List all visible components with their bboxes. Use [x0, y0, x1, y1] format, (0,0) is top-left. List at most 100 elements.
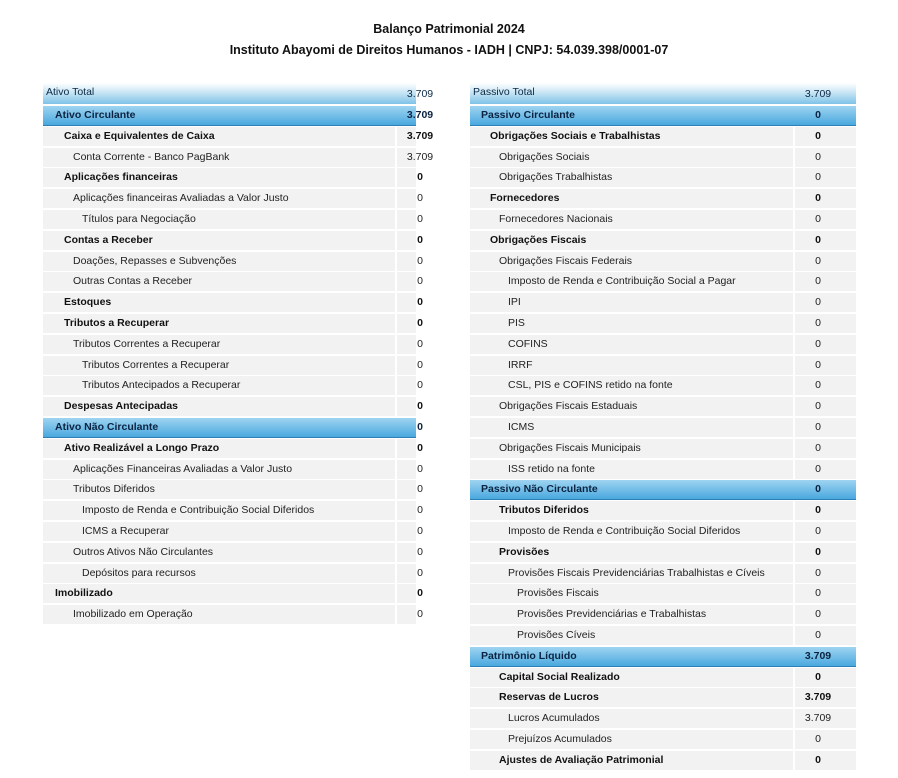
row-value: 0: [417, 545, 423, 558]
table-row: Títulos para Negociação 0: [43, 210, 423, 229]
table-row: Passivo Circulante 0: [470, 106, 856, 126]
table-row: ICMS a Recuperar 0: [43, 522, 423, 541]
row-value: 0: [815, 254, 821, 267]
row-value: 0: [417, 213, 423, 225]
row-value: 0: [417, 421, 423, 433]
row-value: 0: [417, 483, 423, 496]
column-separator: [395, 189, 397, 209]
row-value: 3.709: [804, 88, 832, 100]
row-label: Fornecedores: [490, 192, 560, 205]
row-label: Depósitos para recursos: [82, 566, 196, 579]
column-separator: [395, 397, 397, 417]
row-value: 0: [815, 379, 821, 392]
table-row: Ativo Total 3.709: [43, 83, 433, 104]
table-row: IPI 0: [470, 293, 856, 313]
row-label: Ativo Realizável a Longo Prazo: [64, 441, 220, 454]
row-value: 0: [815, 296, 821, 309]
table-row: COFINS 0: [470, 334, 856, 354]
column-separator: [395, 355, 397, 375]
table-row: Patrimônio Líquido 3.709: [470, 646, 856, 667]
table-row: IRRF 0: [470, 355, 856, 375]
table-row: Aplicações financeiras Avaliadas a Valor…: [43, 189, 423, 209]
row-value: 0: [815, 441, 821, 454]
row-label: Despesas Antecipadas: [64, 400, 178, 413]
column-separator: [793, 147, 795, 167]
column-separator: [793, 126, 795, 146]
column-separator: [793, 418, 795, 437]
row-value: 3.709: [406, 150, 434, 163]
row-value: 0: [417, 379, 423, 392]
column-separator: [793, 314, 795, 333]
table-row: ISS retido na fonte 0: [470, 459, 856, 479]
row-label: Ativo Circulante: [55, 109, 136, 121]
table-row: Imposto de Renda e Contribuição Social D…: [43, 501, 423, 521]
row-value: 0: [417, 358, 423, 371]
row-label: ISS retido na fonte: [508, 462, 595, 475]
row-label: Imposto de Renda e Contribuição Social D…: [508, 525, 741, 537]
table-row: Depósitos para recursos 0: [43, 563, 423, 583]
row-label: Passivo Não Circulante: [481, 483, 598, 496]
row-value: 0: [815, 358, 821, 371]
table-row: Imposto de Renda e Contribuição Social D…: [470, 522, 856, 541]
row-label: ICMS a Recuperar: [82, 525, 169, 537]
column-separator: [395, 293, 397, 313]
row-value: 0: [815, 587, 821, 600]
table-row: ICMS 0: [470, 418, 856, 437]
table-row: Obrigações Sociais 0: [470, 147, 856, 167]
row-value: 0: [417, 608, 423, 621]
column-separator: [395, 522, 397, 541]
column-separator: [395, 376, 397, 396]
table-row: Provisões Cíveis 0: [470, 626, 856, 645]
row-value: 0: [815, 421, 821, 433]
table-row: Outros Ativos Não Circulantes 0: [43, 542, 423, 562]
column-separator: [395, 563, 397, 583]
row-label: Aplicações financeiras: [64, 171, 178, 184]
row-value: 0: [815, 608, 821, 621]
row-label: Imposto de Renda e Contribuição Social a…: [508, 275, 736, 288]
table-row: Imposto de Renda e Contribuição Social a…: [470, 272, 856, 292]
table-row: CSL, PIS e COFINS retido na fonte 0: [470, 376, 856, 396]
row-value: 0: [417, 317, 423, 329]
row-value: 0: [417, 504, 423, 517]
table-row: Conta Corrente - Banco PagBank 3.709: [43, 147, 433, 167]
table-row: Lucros Acumulados 3.709: [470, 709, 856, 729]
column-separator: [793, 563, 795, 583]
row-value: 0: [815, 545, 821, 558]
row-label: Imobilizado em Operação: [73, 608, 193, 621]
row-value: 0: [417, 525, 423, 537]
column-separator: [395, 230, 397, 250]
row-value: 0: [815, 733, 821, 745]
row-label: Obrigações Fiscais: [490, 233, 587, 246]
column-separator: [793, 355, 795, 375]
row-value: 0: [815, 192, 821, 205]
row-label: Imobilizado: [55, 587, 113, 600]
row-label: Títulos para Negociação: [82, 213, 196, 225]
row-label: Contas a Receber: [64, 233, 153, 246]
row-label: Obrigações Fiscais Estaduais: [499, 400, 638, 413]
column-separator: [395, 272, 397, 292]
row-value: 3.709: [406, 88, 434, 100]
row-label: Obrigações Trabalhistas: [499, 171, 613, 184]
table-row: Tributos Diferidos 0: [470, 501, 856, 521]
column-separator: [793, 272, 795, 292]
column-separator: [793, 376, 795, 396]
column-separator: [395, 584, 397, 604]
row-label: Provisões Cíveis: [517, 629, 596, 641]
table-row: Doações, Repasses e Subvenções 0: [43, 251, 423, 271]
column-separator: [793, 438, 795, 458]
column-separator: [395, 542, 397, 562]
table-row: Prejuízos Acumulados 0: [470, 730, 856, 749]
row-value: 0: [417, 254, 423, 267]
row-value: 0: [417, 275, 423, 288]
table-row: Ajustes de Avaliação Patrimonial 0: [470, 750, 856, 770]
column-separator: [395, 168, 397, 188]
column-separator: [793, 189, 795, 209]
column-separator: [793, 210, 795, 229]
table-row: Tributos Antecipados a Recuperar 0: [43, 376, 423, 396]
row-value: 0: [417, 462, 423, 475]
table-row: Obrigações Fiscais Municipais 0: [470, 438, 856, 458]
subtitle: Instituto Abayomi de Direitos Humanos - …: [229, 43, 669, 57]
table-row: Despesas Antecipadas 0: [43, 397, 423, 417]
row-value: 0: [815, 129, 821, 142]
